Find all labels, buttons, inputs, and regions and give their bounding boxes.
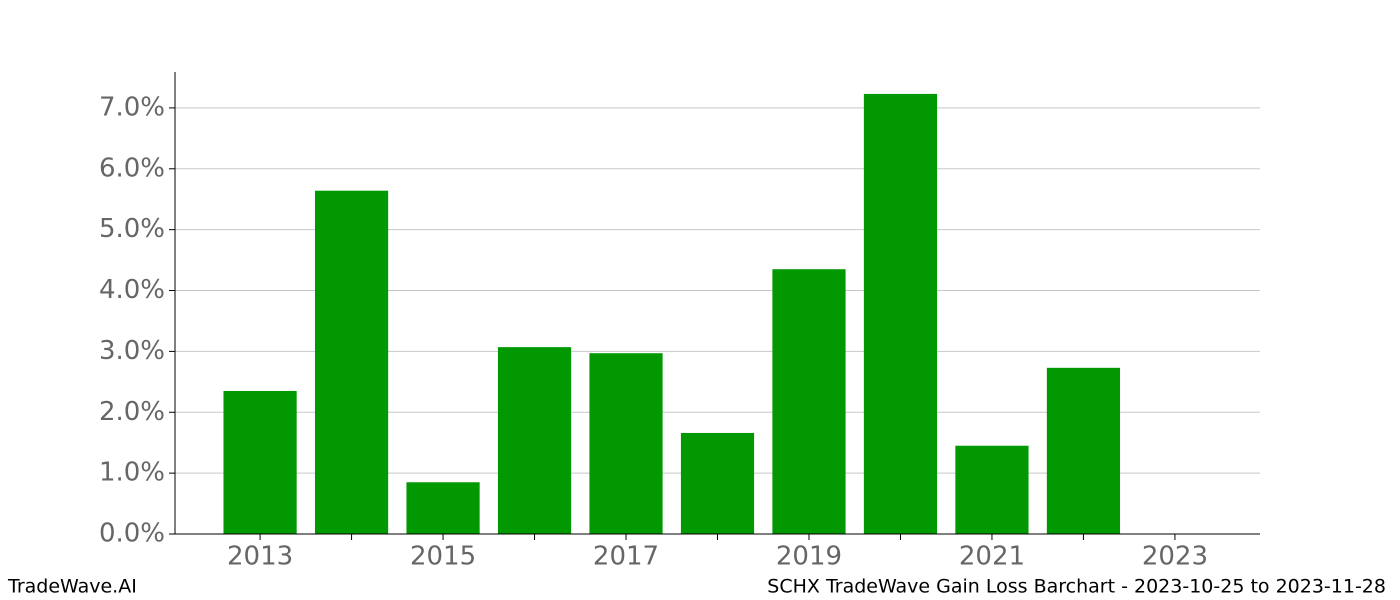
- y-tick-label: 0.0%: [99, 519, 165, 549]
- bar: [955, 445, 1029, 534]
- x-tick-label: 2023: [1142, 542, 1208, 572]
- bar: [589, 353, 663, 534]
- y-tick-label: 1.0%: [99, 458, 165, 488]
- bar: [497, 347, 572, 534]
- watermark: TradeWave.AI: [7, 576, 137, 598]
- x-tick-label: 2019: [776, 542, 842, 572]
- x-tick-label: 2015: [410, 542, 476, 572]
- x-tick-label: 2017: [593, 542, 659, 572]
- bar: [314, 190, 389, 534]
- y-tick-label: 3.0%: [99, 336, 165, 366]
- y-tick-label: 6.0%: [99, 153, 165, 183]
- y-tick-label: 4.0%: [99, 275, 165, 305]
- bar: [772, 269, 846, 534]
- y-tick-label: 2.0%: [99, 397, 165, 427]
- bar: [1046, 367, 1121, 534]
- x-tick-label: 2021: [959, 542, 1025, 572]
- y-tick-label: 7.0%: [99, 92, 165, 122]
- bar: [223, 390, 297, 534]
- y-tick-label: 5.0%: [99, 214, 165, 244]
- x-tick-label: 2013: [227, 542, 293, 572]
- bar: [406, 482, 480, 534]
- bar: [680, 432, 755, 534]
- bar: [863, 93, 938, 535]
- chart-title: SCHX TradeWave Gain Loss Barchart - 2023…: [767, 576, 1386, 598]
